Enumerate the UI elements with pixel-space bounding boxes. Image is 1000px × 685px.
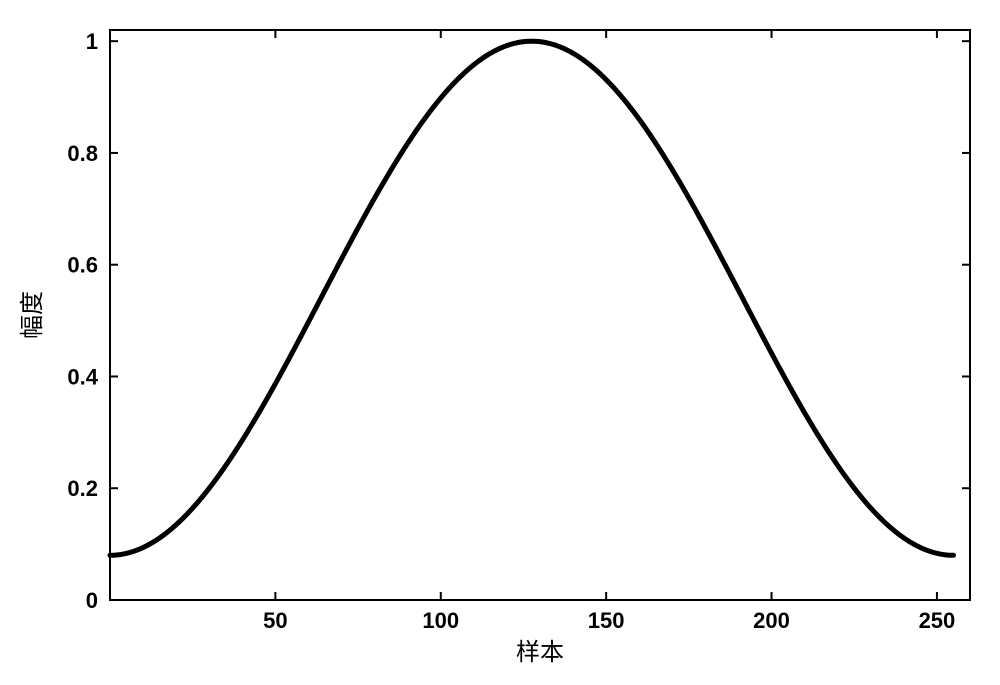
chart-container: 50 100 150 200 250 0 0.2 0.4 0.6 0.8 1 幅度 样本 (0, 0, 1000, 685)
y-tick-label: 0.6 (67, 253, 98, 278)
axes (110, 30, 970, 600)
x-tick-label: 250 (919, 608, 956, 633)
line-chart: 50 100 150 200 250 0 0.2 0.4 0.6 0.8 1 幅度 样本 (0, 0, 1000, 685)
y-tick-label: 0.8 (67, 141, 98, 166)
x-tick-label: 100 (422, 608, 459, 633)
x-tick-label: 150 (588, 608, 625, 633)
x-tick-label: 50 (263, 608, 287, 633)
x-axis-label: 样本 (516, 639, 564, 666)
y-tick-label: 0.4 (67, 364, 98, 389)
y-tick-label: 0 (86, 588, 98, 613)
y-axis-label: 幅度 (19, 291, 46, 339)
y-tick-label: 0.2 (67, 476, 98, 501)
x-tick-label: 200 (753, 608, 790, 633)
y-tick-label: 1 (86, 29, 98, 54)
